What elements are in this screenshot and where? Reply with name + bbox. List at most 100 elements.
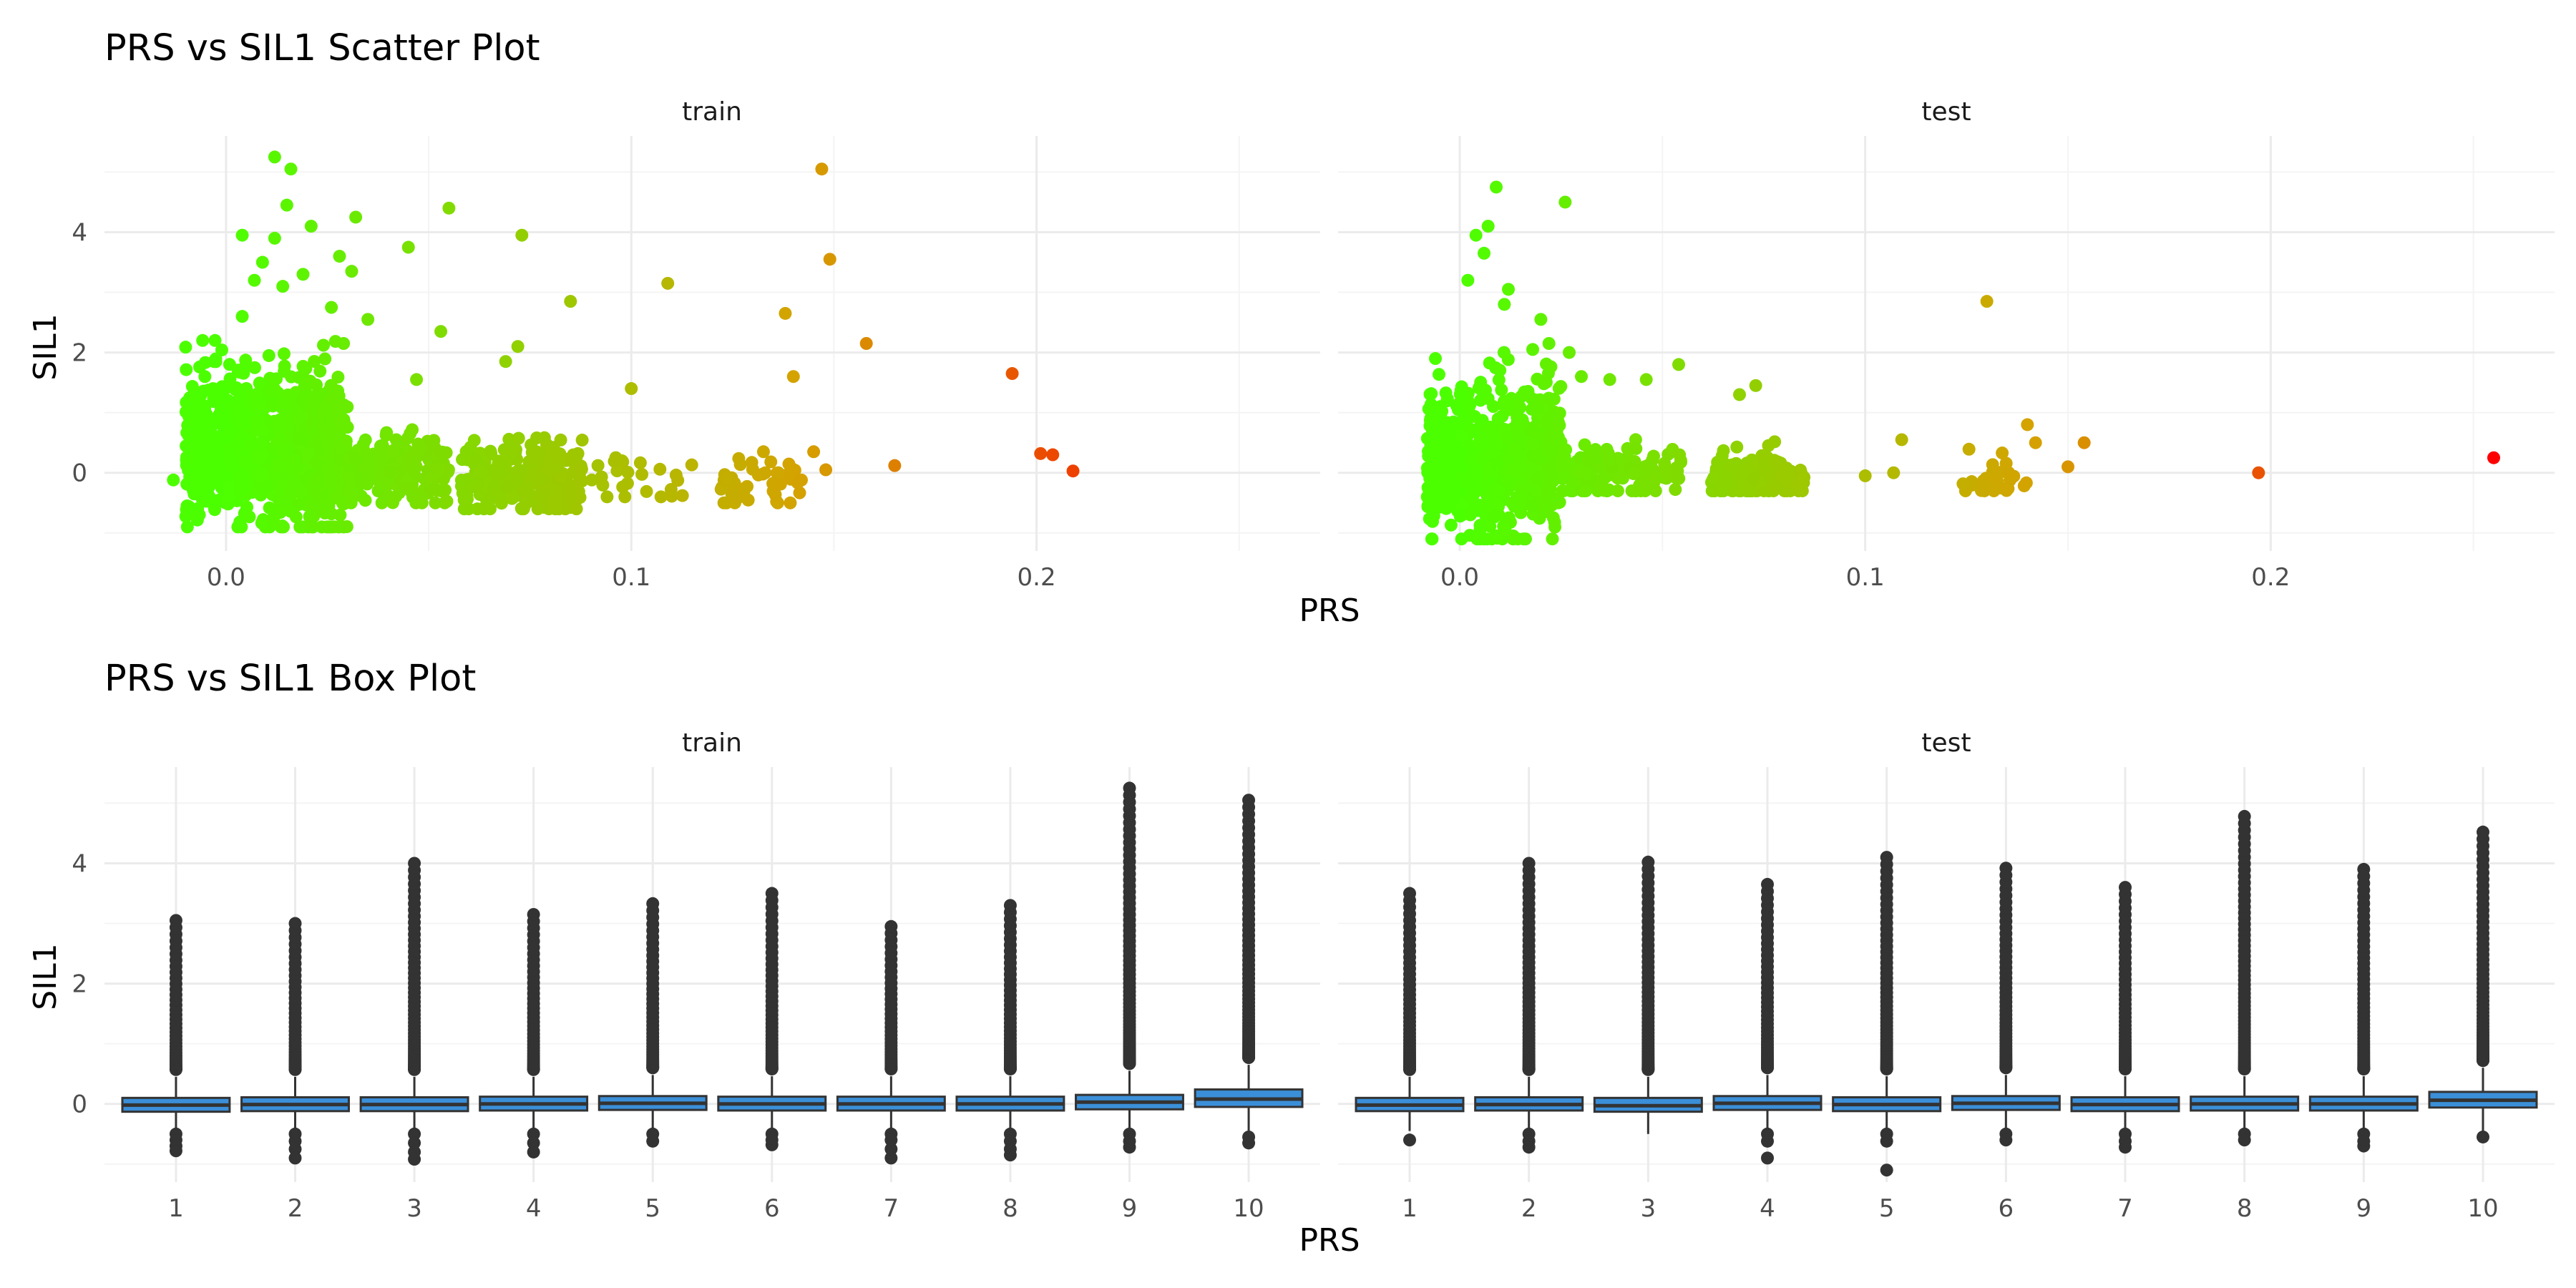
scatter-point (474, 465, 487, 479)
scatter-point (1512, 432, 1526, 446)
scatter-point (1501, 431, 1515, 444)
scatter-point (1956, 477, 1970, 491)
scatter-point (277, 347, 291, 361)
scatter-point (815, 162, 829, 176)
scatter-point (1895, 433, 1908, 447)
scatter-point (1473, 532, 1487, 546)
scatter-point (1498, 298, 1511, 311)
box-outlier (1761, 1134, 1774, 1148)
x-tick-label: 10 (2467, 1194, 2498, 1223)
scatter-point (331, 371, 345, 384)
scatter-point (1603, 373, 1616, 386)
scatter-point (255, 255, 269, 269)
x-tick-label: 0.0 (207, 563, 245, 592)
scatter-point (292, 371, 306, 384)
scatter-point (1531, 401, 1545, 414)
scatter-point (535, 489, 548, 502)
scatter-point (1521, 479, 1534, 492)
scatter-point (618, 490, 632, 504)
box-outlier (646, 1134, 660, 1148)
scatter-point (635, 467, 649, 481)
scatter-point (358, 433, 372, 447)
y-tick-label: 2 (72, 339, 87, 368)
scatter-point (786, 462, 799, 476)
scatter-point (1478, 246, 1491, 260)
scatter-point (1428, 425, 1442, 439)
scatter-point (213, 408, 226, 421)
scatter-point (251, 414, 265, 427)
scatter-point (268, 373, 281, 386)
scatter-point (260, 414, 274, 428)
box-outlier (1880, 851, 1893, 864)
scatter-point (1540, 485, 1553, 499)
scatter-point (208, 386, 222, 399)
scatter-point (1492, 437, 1506, 451)
y-tick-label: 0 (72, 459, 87, 488)
scatter-point (807, 445, 821, 459)
box-outlier (288, 1151, 302, 1165)
scatter-point (296, 359, 310, 373)
scatter-point (1005, 367, 1019, 381)
box-outlier (884, 1151, 898, 1165)
scatter-point (764, 455, 778, 469)
scatter-point (661, 276, 675, 290)
scatter-point (1552, 381, 1566, 395)
scatter-point (306, 520, 319, 534)
scatter-point (1492, 483, 1506, 497)
box-outlier (288, 1142, 302, 1156)
scatter-point (2000, 484, 2014, 497)
box-outlier (2238, 809, 2251, 823)
box-outlier (527, 1136, 540, 1150)
scatter-point (530, 445, 544, 459)
scatter-point (284, 504, 298, 518)
scatter-point (766, 477, 780, 490)
scatter-point (1578, 438, 1591, 452)
scatter-point (413, 492, 426, 506)
scatter-point (1455, 499, 1469, 513)
scatter-point (1760, 450, 1774, 464)
scatter-point (1450, 484, 1463, 498)
scatter-point (1495, 383, 1508, 396)
box-outlier (884, 1142, 898, 1156)
scatter-point (1768, 435, 1782, 449)
scatter-point (337, 414, 351, 428)
scatter-point (375, 496, 389, 509)
scatter-point (819, 463, 833, 477)
scatter-point (515, 228, 529, 242)
scatter-point (308, 355, 321, 369)
x-tick-label: 2 (1521, 1194, 1537, 1223)
box-strip-test: test (1921, 728, 1971, 758)
x-tick-label: 7 (884, 1194, 899, 1223)
scatter-point (202, 434, 215, 447)
scatter-point (1478, 384, 1492, 397)
y-tick-label: 0 (72, 1091, 87, 1119)
scatter-point (215, 465, 228, 479)
scatter-point (1602, 453, 1616, 467)
scatter-point (235, 429, 248, 443)
y-tick-label: 4 (72, 849, 87, 878)
scatter-point (1579, 467, 1592, 481)
scatter-point (512, 431, 525, 445)
box-outlier (527, 1145, 540, 1158)
scatter-point (401, 431, 414, 445)
scatter-point (506, 490, 519, 504)
scatter-point (675, 489, 689, 502)
box-outlier (1242, 1136, 1256, 1150)
scatter-point (1511, 394, 1524, 407)
scatter-point (585, 473, 599, 487)
scatter-point (1646, 449, 1660, 463)
scatter-point (310, 378, 323, 391)
scatter-point (268, 150, 281, 164)
scatter-point (1490, 180, 1503, 194)
scatter-point (1548, 520, 1562, 534)
scatter-point (1539, 376, 1553, 389)
scatter-point (2062, 460, 2074, 474)
scatter-point (361, 313, 375, 326)
scatter-point (410, 373, 424, 386)
scatter-point (224, 460, 238, 474)
scatter-point (859, 337, 873, 350)
scatter-point (1425, 532, 1439, 546)
scatter-point (263, 501, 276, 514)
scatter-point (669, 468, 683, 482)
